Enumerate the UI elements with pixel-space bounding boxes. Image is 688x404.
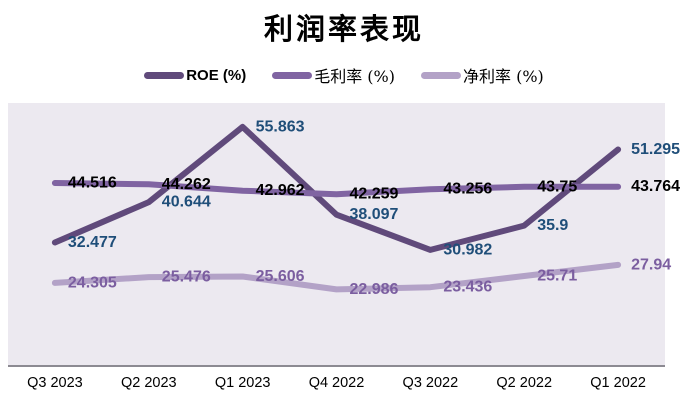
data-label-series2-pt2: 25.606 [256, 268, 305, 285]
data-label-series1-pt0: 44.516 [68, 175, 117, 192]
plot-svg: 32.477 40.644 55.863 38.097 30.982 35.9 51.295… [51, 118, 680, 298]
legend-label-net-margin: 净利率 (%) [463, 67, 544, 86]
data-label-series0-pt1: 40.644 [162, 194, 211, 211]
x-axis-label-0: Q3 2023 [27, 375, 83, 391]
legend: ROE (%) 毛利率 (%) 净利率 (%) [0, 63, 688, 87]
data-label-series0-pt6: 51.295 [631, 141, 680, 158]
gross-margin-line-swatch [272, 71, 313, 79]
data-label-series1-pt6: 43.764 [631, 178, 680, 195]
legend-label-gross-margin: 毛利率 (%) [314, 67, 395, 86]
data-label-series0-pt2: 55.863 [256, 118, 305, 135]
series-line-2 [51, 261, 622, 293]
data-label-series2-pt0: 24.305 [68, 274, 117, 291]
data-label-series2-pt5: 25.71 [537, 268, 577, 285]
data-label-series1-pt1: 44.262 [162, 176, 211, 193]
data-label-series1-pt4: 43.256 [443, 181, 492, 198]
legend-item-gross-margin: 毛利率 (%) [272, 63, 395, 87]
x-axis-label-1: Q2 2023 [120, 375, 177, 391]
data-label-series0-pt4: 30.982 [443, 241, 492, 258]
data-label-series1-pt2: 42.962 [256, 182, 305, 199]
x-axis-label-4: Q3 2022 [402, 375, 459, 391]
series-line-0 [51, 123, 622, 253]
x-axis-label-3: Q4 2022 [308, 375, 365, 391]
data-label-series2-pt6: 27.94 [631, 256, 671, 273]
roe-line-swatch [144, 71, 185, 79]
series-line-1 [51, 180, 622, 198]
x-axis-label-2: Q1 2023 [214, 375, 271, 391]
net-margin-line-swatch [421, 71, 461, 79]
legend-item-roe: ROE (%) [144, 67, 246, 84]
x-axis-label-6: Q1 2022 [590, 375, 646, 391]
data-label-series2-pt3: 22.986 [350, 281, 399, 298]
data-label-series0-pt5: 35.9 [537, 217, 568, 234]
data-label-series1-pt3: 42.259 [350, 186, 399, 203]
legend-label-roe: ROE (%) [186, 66, 247, 84]
data-label-series2-pt4: 23.436 [443, 279, 492, 296]
data-label-series1-pt5: 43.75 [537, 178, 577, 195]
data-label-series0-pt3: 38.097 [350, 206, 399, 223]
data-label-series0-pt0: 32.477 [68, 234, 117, 251]
data-label-series2-pt1: 25.476 [162, 269, 211, 286]
x-axis-label-5: Q2 2022 [496, 375, 553, 391]
x-axis: Q3 2023 Q2 2023 Q1 2023 Q4 2022 Q3 2022 Q2 20… [8, 375, 665, 391]
plot-area: 32.477 40.644 55.863 38.097 30.982 35.9 51.295… [8, 103, 680, 367]
chart-title: 利润率表现 [263, 12, 424, 46]
legend-item-net-margin: 净利率 (%) [421, 63, 544, 87]
